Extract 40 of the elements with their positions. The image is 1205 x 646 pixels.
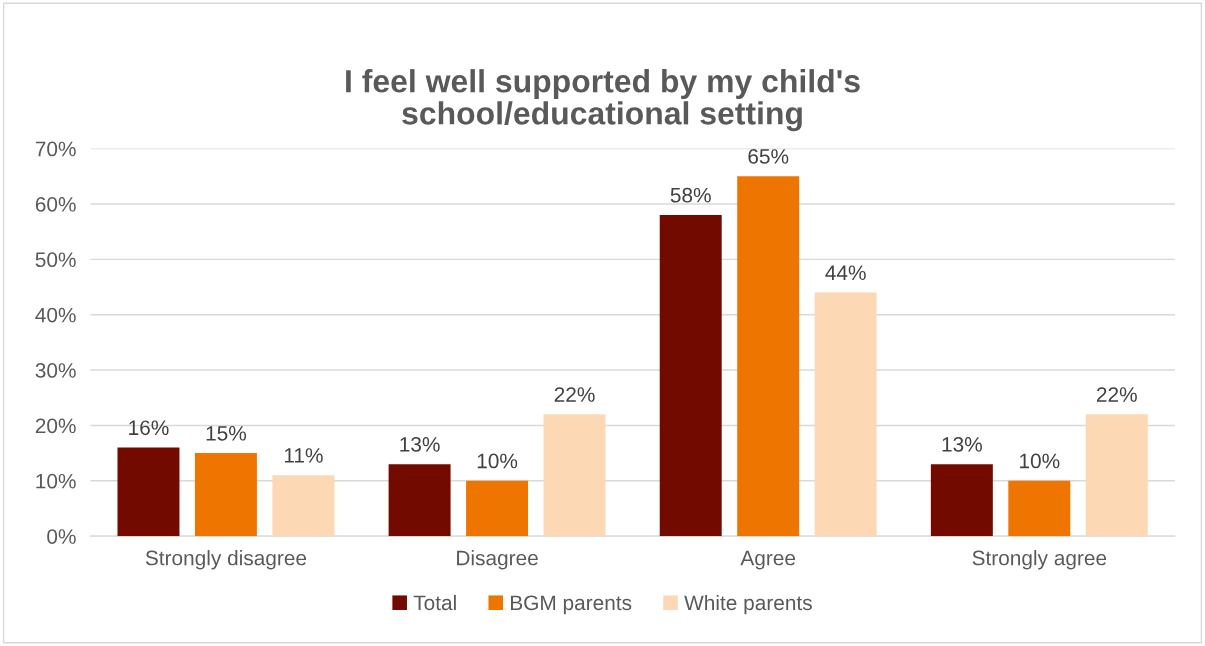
data-label: 44% [825, 265, 866, 281]
bar [194, 453, 257, 537]
legend-label: White parents [684, 594, 812, 615]
y-tick-label: 0% [47, 529, 76, 544]
data-label: 10% [477, 453, 518, 469]
bar [466, 480, 529, 537]
data-label: 13% [942, 436, 982, 452]
bar [543, 414, 606, 537]
data-label: 65% [748, 149, 789, 164]
y-tick-label: 10% [36, 473, 76, 489]
y-tick-label: 70% [35, 141, 76, 157]
y-tick-label: 50% [35, 252, 76, 268]
y-tick-label: 30% [35, 363, 76, 378]
chart-title: I feel well supported by my child's school/educational setting [346, 69, 860, 132]
legend-label: BGM parents [511, 595, 632, 615]
bar [737, 176, 800, 537]
bar [814, 292, 877, 537]
data-label: 13% [400, 436, 440, 452]
bar [1085, 414, 1148, 537]
data-label: 22% [554, 387, 595, 402]
bar [388, 464, 451, 537]
data-label: 16% [129, 420, 169, 436]
bar [272, 475, 335, 537]
data-label: 11% [284, 448, 323, 463]
x-tick-label: Agree [740, 550, 796, 570]
legend-label: Total [413, 594, 456, 611]
x-tick-label: Strongly disagree [145, 550, 307, 570]
x-tick-label: Strongly agree [972, 550, 1107, 570]
data-label: 58% [670, 187, 711, 203]
data-label: 22% [1096, 387, 1137, 402]
y-tick-label: 20% [35, 418, 76, 434]
y-tick-label: 40% [35, 307, 76, 323]
bar [117, 447, 180, 537]
y-tick-label: 60% [35, 196, 76, 212]
bar [1008, 480, 1071, 537]
bar [659, 215, 722, 537]
x-tick-label: Disagree [457, 550, 538, 570]
bar [930, 464, 993, 537]
data-label: 15% [206, 426, 247, 441]
data-label: 10% [1020, 453, 1060, 469]
